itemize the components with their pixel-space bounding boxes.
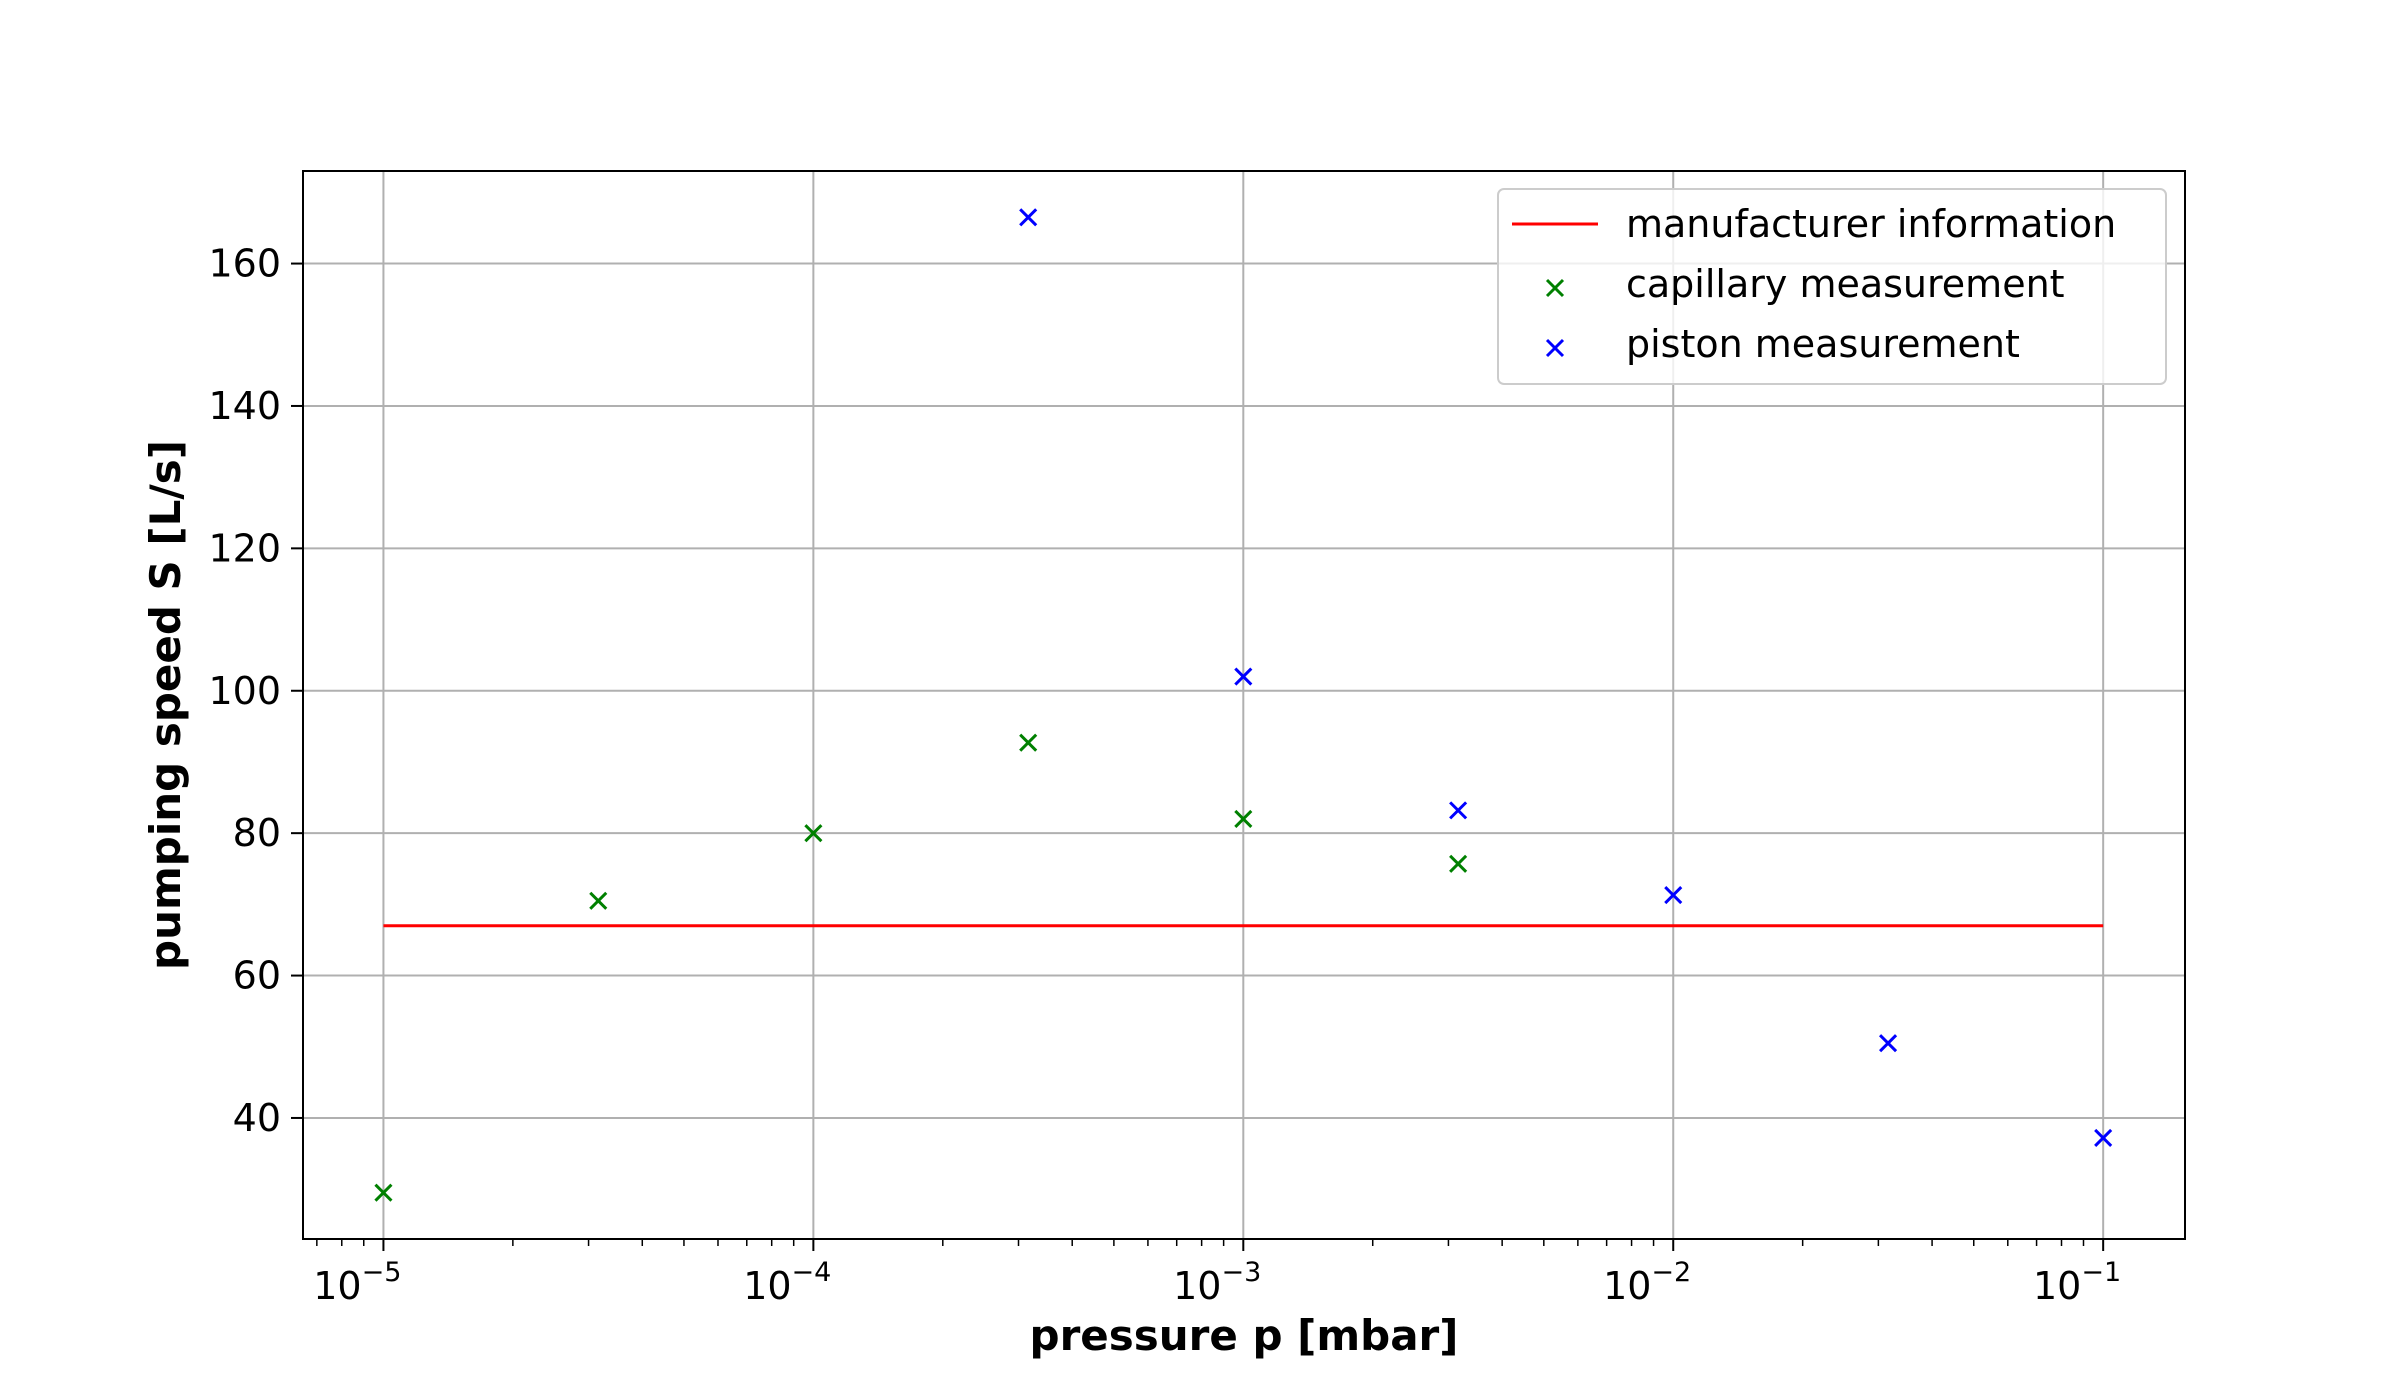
piston-point xyxy=(2094,1128,2113,1147)
legend-label: capillary measurement xyxy=(1626,262,2065,306)
x-tick-label: 10−2 xyxy=(1603,1257,1691,1308)
piston-point xyxy=(1664,886,1683,905)
x-tick-label: 10−1 xyxy=(2033,1257,2121,1308)
y-tick-label: 60 xyxy=(233,954,281,998)
legend: manufacturer information capillary measur… xyxy=(1497,188,2167,385)
capillary-point xyxy=(804,824,823,843)
x-tick-label: 10−5 xyxy=(313,1257,401,1308)
y-tick-label: 160 xyxy=(208,242,281,286)
legend-box xyxy=(1497,188,2167,385)
x-axis-label: pressure p [mbar] xyxy=(1030,1311,1459,1360)
piston-point xyxy=(1234,667,1253,686)
y-tick-label: 140 xyxy=(208,384,281,428)
x-axis-ticks: 10−5 10−4 10−3 10−2 10−1 xyxy=(313,1239,2121,1308)
legend-label: manufacturer information xyxy=(1626,202,2116,246)
y-tick-label: 120 xyxy=(208,526,281,570)
capillary-point xyxy=(1019,733,1038,752)
y-tick-label: 80 xyxy=(233,811,281,855)
x-tick-label: 10−4 xyxy=(743,1257,831,1308)
minor-ticks xyxy=(316,1239,2085,1246)
capillary-point xyxy=(374,1183,393,1202)
capillary-point xyxy=(589,891,608,910)
capillary-point xyxy=(1234,809,1253,828)
y-axis-label: pumping speed S [L/s] xyxy=(141,440,190,970)
piston-point xyxy=(1019,208,1038,227)
y-axis-ticks: 40 60 80 100 120 140 160 xyxy=(208,242,303,1140)
y-tick-label: 100 xyxy=(208,669,281,713)
capillary-point xyxy=(1449,854,1468,873)
grid-lines xyxy=(303,171,2185,1239)
y-tick-label: 40 xyxy=(233,1096,281,1140)
x-tick-label: 10−3 xyxy=(1173,1257,1261,1308)
legend-marker-swatch xyxy=(1545,338,1565,358)
legend-label: piston measurement xyxy=(1626,322,2020,366)
legend-marker-swatch xyxy=(1545,278,1565,298)
piston-point xyxy=(1449,801,1468,820)
piston-point xyxy=(1879,1034,1898,1053)
data-series xyxy=(374,208,2113,1202)
